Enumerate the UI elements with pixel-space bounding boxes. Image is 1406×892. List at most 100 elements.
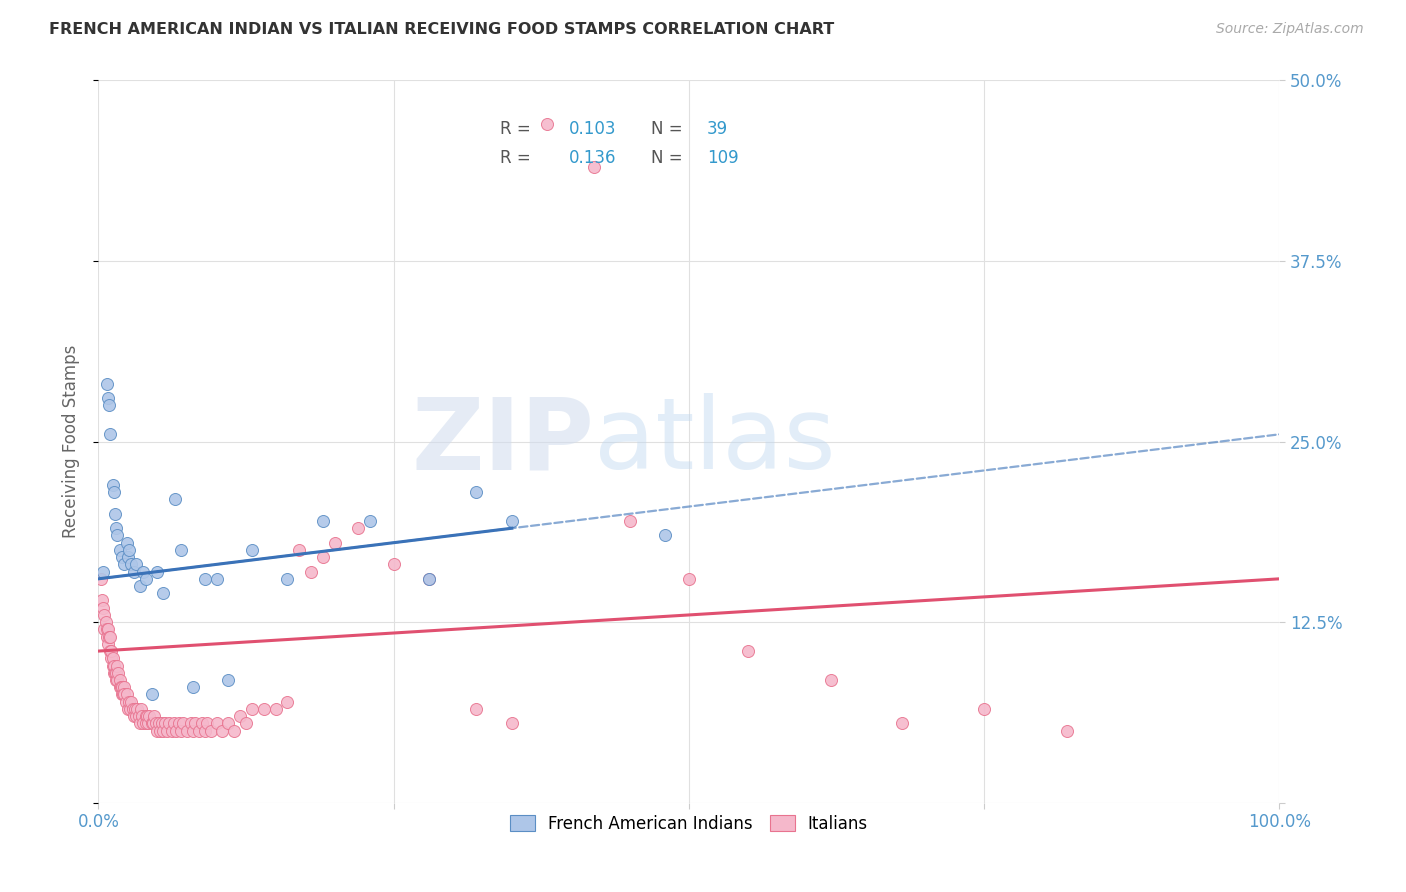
Point — [583, 160, 606, 174]
Point — [115, 687, 138, 701]
Point — [465, 485, 488, 500]
Point — [181, 680, 204, 694]
Point — [93, 623, 115, 637]
Point — [96, 630, 118, 644]
Point — [160, 723, 183, 738]
Point — [107, 665, 129, 680]
Point — [103, 485, 125, 500]
Point — [108, 673, 131, 687]
Point — [128, 709, 150, 723]
Text: 109: 109 — [707, 149, 738, 167]
Point — [229, 709, 252, 723]
Point — [146, 565, 169, 579]
Point — [152, 723, 174, 738]
Text: FRENCH AMERICAN INDIAN VS ITALIAN RECEIVING FOOD STAMPS CORRELATION CHART: FRENCH AMERICAN INDIAN VS ITALIAN RECEIV… — [49, 22, 834, 37]
Point — [135, 716, 157, 731]
Point — [276, 572, 298, 586]
Point — [98, 630, 121, 644]
Point — [180, 716, 202, 731]
Point — [125, 709, 148, 723]
Point — [157, 716, 180, 731]
Point — [146, 723, 169, 738]
Text: ZIP: ZIP — [412, 393, 595, 490]
Point — [194, 723, 217, 738]
Point — [156, 723, 179, 738]
Text: 0.103: 0.103 — [568, 120, 616, 138]
Point — [111, 680, 134, 694]
Point — [110, 680, 132, 694]
Point — [105, 665, 128, 680]
Point — [103, 658, 125, 673]
Text: R =: R = — [501, 120, 536, 138]
Point — [105, 658, 128, 673]
Point — [152, 586, 174, 600]
Point — [138, 709, 160, 723]
Point — [149, 723, 172, 738]
Point — [104, 665, 127, 680]
Point — [105, 673, 128, 687]
Point — [91, 600, 114, 615]
Point — [276, 695, 298, 709]
Point — [98, 427, 121, 442]
Point — [165, 723, 187, 738]
Point — [1056, 723, 1078, 738]
Point — [224, 723, 246, 738]
Y-axis label: Receiving Food Stamps: Receiving Food Stamps — [62, 345, 80, 538]
Point — [382, 558, 405, 572]
Point — [121, 702, 143, 716]
Point — [654, 528, 676, 542]
Point — [112, 687, 135, 701]
Point — [104, 507, 127, 521]
Point — [217, 673, 239, 687]
Point — [120, 702, 142, 716]
Point — [153, 716, 176, 731]
Point — [501, 514, 523, 528]
Point — [264, 702, 287, 716]
Point — [195, 716, 218, 731]
Point — [90, 572, 112, 586]
Legend: French American Indians, Italians: French American Indians, Italians — [502, 806, 876, 841]
Point — [418, 572, 440, 586]
Point — [418, 572, 440, 586]
Point — [122, 709, 145, 723]
Point — [105, 673, 128, 687]
Point — [100, 651, 122, 665]
Point — [117, 550, 139, 565]
Point — [135, 572, 157, 586]
Point — [112, 680, 135, 694]
Point — [103, 665, 125, 680]
Point — [93, 607, 115, 622]
Point — [347, 521, 370, 535]
Point — [187, 723, 209, 738]
Point — [501, 716, 523, 731]
Point — [150, 716, 173, 731]
Point — [131, 709, 153, 723]
Point — [96, 623, 118, 637]
Point — [163, 716, 186, 731]
Point — [98, 398, 121, 412]
Point — [128, 579, 150, 593]
Point — [205, 572, 228, 586]
Point — [122, 565, 145, 579]
Point — [141, 687, 163, 701]
Point — [98, 644, 121, 658]
Point — [135, 709, 157, 723]
Point — [101, 478, 124, 492]
Text: Source: ZipAtlas.com: Source: ZipAtlas.com — [1216, 22, 1364, 37]
Point — [737, 644, 759, 658]
Text: 39: 39 — [707, 120, 728, 138]
Point — [167, 716, 190, 731]
Point — [115, 535, 138, 549]
Point — [312, 514, 335, 528]
Point — [94, 615, 117, 630]
Point — [176, 723, 198, 738]
Point — [108, 542, 131, 557]
Point — [124, 702, 146, 716]
Point — [678, 572, 700, 586]
Point — [97, 391, 120, 405]
Point — [288, 542, 311, 557]
Point — [217, 716, 239, 731]
Point — [117, 702, 139, 716]
Point — [172, 716, 194, 731]
Point — [142, 716, 165, 731]
